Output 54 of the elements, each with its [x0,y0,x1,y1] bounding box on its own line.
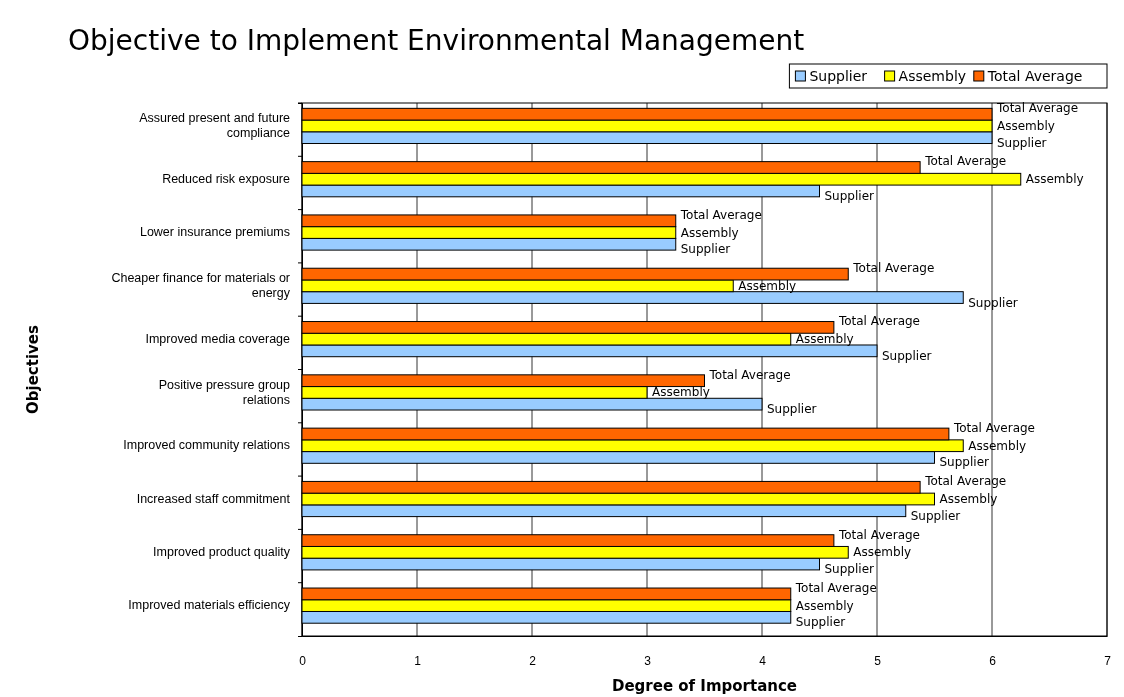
y-tick-label: Positive pressure group relations [158,377,291,407]
y-tick-label: Improved community relations [123,438,290,453]
x-tick-label: 2 [529,653,537,668]
y-tick-label: Reduced risk exposure [162,171,291,186]
text: Supplier [997,135,1047,150]
text: Assembly [997,118,1055,133]
chart-title: Objective to Implement Environmental Management [68,24,805,57]
x-tick-label: 6 [989,653,997,668]
text: Total Average [953,420,1035,435]
text: Assembly [853,545,912,560]
y-tick-label: Improved media coverage [145,331,291,346]
y-tick-label: Assured present and future compliance [139,111,291,141]
y-tick-label: Lower insurance premiums [139,225,290,240]
text: Assembly [939,492,998,507]
text: Total Average [709,367,791,382]
text: Supplier [824,562,874,577]
legend-label: Supplier [809,68,868,84]
text: Total Average [838,527,920,542]
text: Total Average [680,207,762,222]
legend-label: Assembly [898,68,967,84]
text: Assembly [1025,172,1084,187]
text: Assembly [652,385,710,400]
text: Supplier [910,508,961,523]
text: Supplier [968,295,1018,310]
text: Supplier [824,188,874,203]
x-tick-label: 7 [1104,653,1112,668]
y-axis-title: Objectives [24,324,42,414]
text: Supplier [882,348,932,363]
text: Total Average [925,474,1007,489]
x-axis-title: Degree of Importance [611,677,798,695]
text: Supplier [939,455,989,470]
y-tick-label: Cheaper finance for materials or energy [111,271,291,301]
x-tick-label: 3 [644,653,652,668]
y-tick-label: Improved materials efficiency [128,598,291,613]
x-tick-label: 4 [759,653,767,668]
legend-label: Total Average [986,68,1083,84]
y-tick-label: Increased staff commitment [136,491,291,506]
text: Assembly [795,598,854,613]
text: Assembly [680,225,739,240]
text: Total Average [838,314,920,329]
text: Assembly [738,278,797,293]
text: Total Average [925,154,1007,169]
text: Assembly [968,438,1027,453]
text: Total Average [997,101,1079,116]
text: Assembly [795,332,854,347]
text: Supplier [680,242,731,257]
x-tick-label: 0 [299,653,307,668]
text: Supplier [767,402,817,417]
x-tick-label: 5 [874,653,882,668]
text: Total Average [853,261,935,276]
x-tick-label: 1 [414,653,422,668]
text: Supplier [795,615,846,630]
text: Total Average [795,580,877,595]
y-tick-label: Improved product quality [153,545,291,560]
